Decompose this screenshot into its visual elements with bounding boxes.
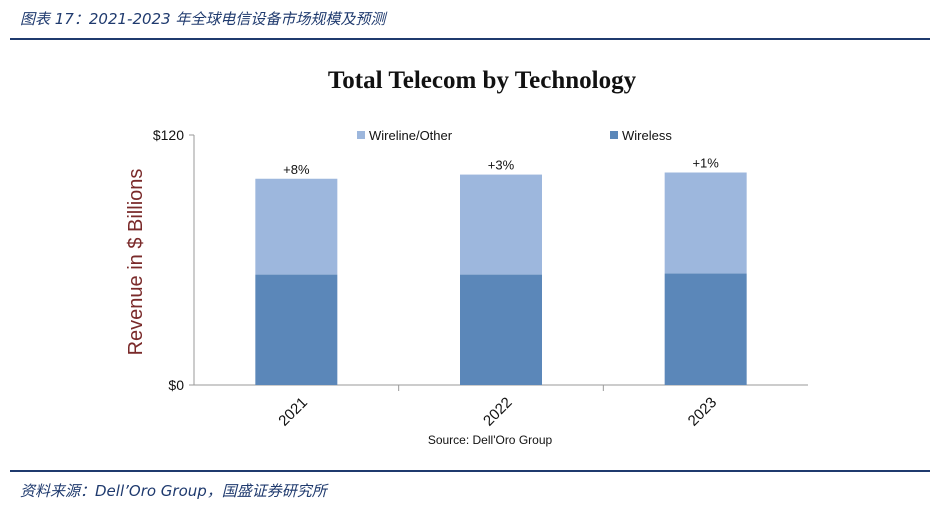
x-tick-label: 2022 — [480, 394, 516, 430]
legend-swatch — [610, 131, 618, 139]
figure-caption: 图表 17：2021-2023 年全球电信设备市场规模及预测 — [20, 10, 386, 28]
bar-wireless-2023 — [664, 273, 747, 385]
top-divider — [10, 38, 930, 40]
legend-label: Wireline/Other — [369, 128, 453, 143]
y-axis-label: Revenue in $ Billions — [125, 169, 147, 356]
x-tick-label: 2023 — [685, 394, 721, 430]
bar-wireline-other-2021 — [255, 178, 338, 275]
growth-annotation: +1% — [692, 156, 719, 171]
figure-source: 资料来源：Dell’Oro Group，国盛证券研究所 — [20, 482, 327, 500]
legend-swatch — [357, 131, 365, 139]
y-tick-label: $120 — [153, 127, 184, 143]
bottom-divider — [10, 470, 930, 472]
bar-wireless-2021 — [255, 274, 338, 385]
bar-wireline-other-2023 — [664, 172, 747, 274]
chart: Total Telecom by Technology Revenue in $… — [125, 67, 808, 447]
growth-annotation: +8% — [283, 162, 310, 177]
legend-label: Wireless — [622, 128, 672, 143]
bar-wireless-2022 — [460, 274, 542, 385]
chart-title: Total Telecom by Technology — [328, 67, 637, 94]
y-tick-label: $0 — [168, 377, 184, 393]
x-tick-label: 2021 — [275, 394, 311, 430]
growth-annotation: +3% — [488, 158, 515, 173]
chart-source-note: Source: Dell'Oro Group — [428, 433, 553, 447]
bar-wireline-other-2022 — [460, 174, 542, 275]
